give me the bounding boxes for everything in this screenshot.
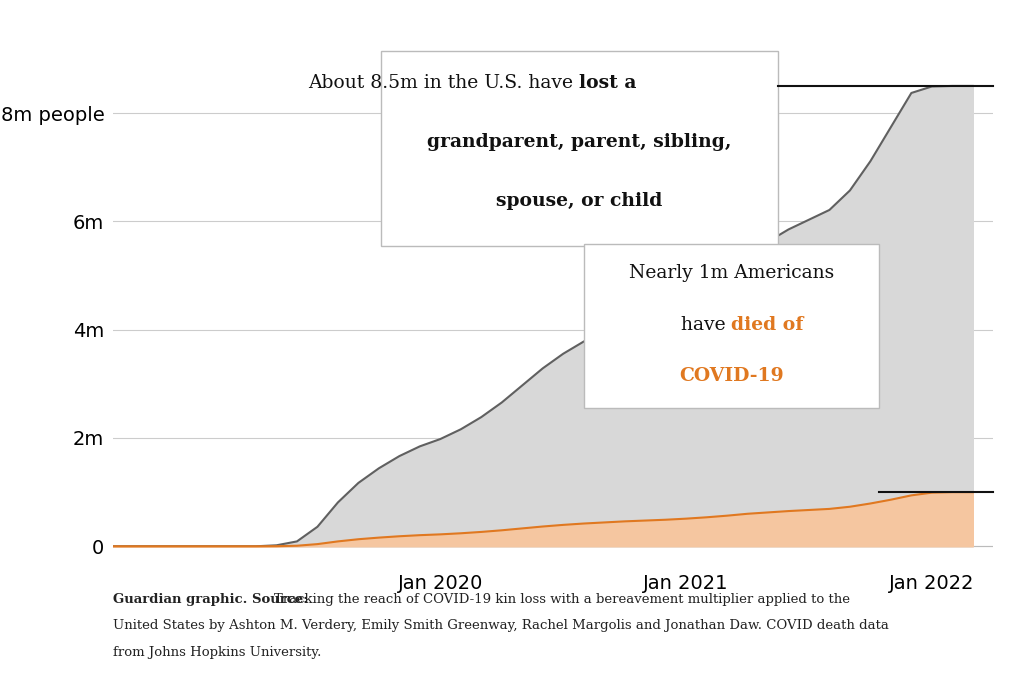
Text: Guardian graphic. Source:: Guardian graphic. Source:: [113, 593, 308, 606]
Text: spouse, or child: spouse, or child: [497, 192, 663, 210]
Text: About 8.5m in the U.S. have: About 8.5m in the U.S. have: [308, 74, 580, 92]
Text: Nearly 1m Americans: Nearly 1m Americans: [629, 264, 834, 282]
Text: from Johns Hopkins University.: from Johns Hopkins University.: [113, 646, 321, 659]
Text: died of: died of: [731, 316, 804, 333]
Text: grandparent, parent, sibling,: grandparent, parent, sibling,: [427, 133, 731, 151]
Text: COVID-19: COVID-19: [679, 367, 783, 385]
Text: United States by Ashton M. Verdery, Emily Smith Greenway, Rachel Margolis and Jo: United States by Ashton M. Verdery, Emil…: [113, 619, 889, 632]
FancyBboxPatch shape: [381, 51, 777, 246]
Text: have: have: [681, 316, 731, 333]
FancyBboxPatch shape: [584, 244, 879, 408]
Text: lost a: lost a: [580, 74, 637, 92]
Text: Tracking the reach of COVID-19 kin loss with a bereavement multiplier applied to: Tracking the reach of COVID-19 kin loss …: [274, 593, 850, 606]
